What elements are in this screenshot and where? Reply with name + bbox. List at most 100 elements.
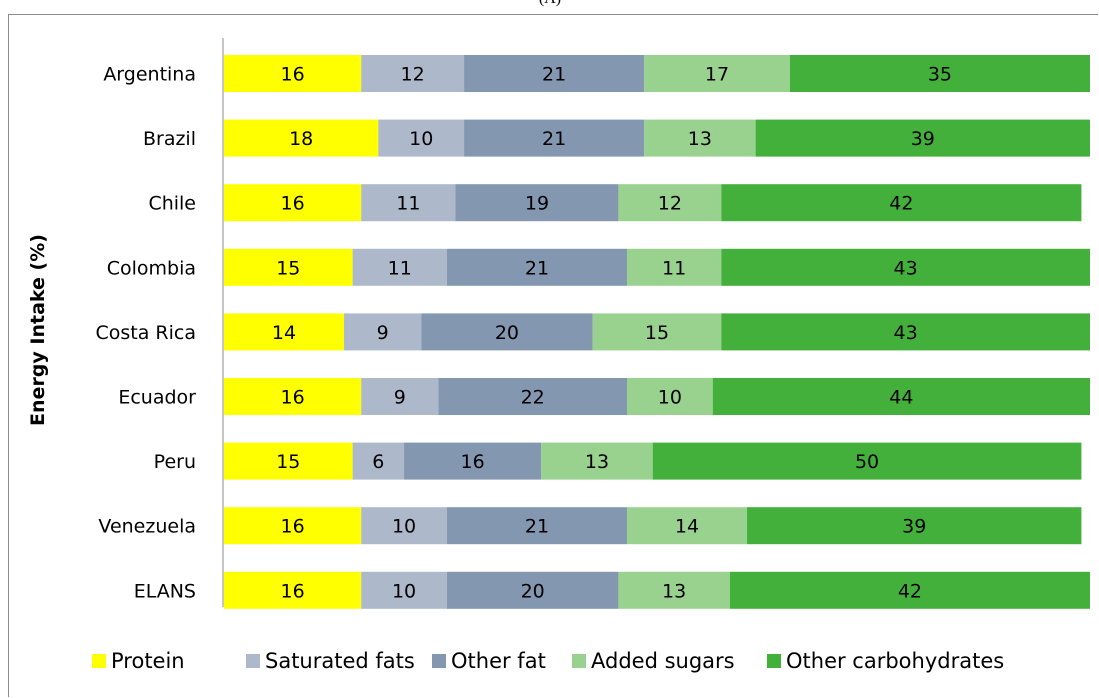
bar-peru-saturated-fats	[352, 442, 405, 480]
data-label-colombia-saturated-fats: 11	[388, 257, 412, 279]
data-label-brazil-other-fat: 21	[542, 128, 566, 150]
data-label-ecuador-other-fat: 22	[521, 387, 545, 409]
legend-swatch-other-carbohydrates	[767, 654, 781, 668]
data-label-ecuador-saturated-fats: 9	[394, 387, 406, 409]
data-label-peru-other-fat: 16	[461, 451, 485, 473]
data-label-argentina-protein: 16	[281, 64, 305, 86]
bar-costa-rica-other-fat	[421, 313, 593, 351]
data-label-peru-added-sugars: 13	[585, 451, 609, 473]
bar-colombia-added-sugars	[626, 248, 722, 286]
data-label-colombia-added-sugars: 11	[662, 257, 686, 279]
bar-chile-other-fat	[455, 184, 619, 222]
data-label-elans-added-sugars: 13	[662, 580, 686, 602]
category-label-venezuela: Venezuela	[98, 516, 196, 538]
data-label-brazil-added-sugars: 13	[688, 128, 712, 150]
data-label-argentina-other-carbohydrates: 35	[928, 64, 952, 86]
data-label-chile-added-sugars: 12	[658, 193, 682, 215]
bar-brazil-other-fat	[464, 119, 645, 157]
data-label-argentina-added-sugars: 17	[705, 64, 729, 86]
data-label-peru-saturated-fats: 6	[372, 451, 384, 473]
bar-ecuador-added-sugars	[626, 378, 713, 415]
bar-elans-added-sugars	[618, 571, 730, 609]
legend-label-protein: Protein	[111, 649, 185, 673]
bar-peru-protein	[224, 442, 353, 480]
data-label-venezuela-protein: 16	[281, 516, 305, 538]
bar-colombia-other-fat	[446, 248, 627, 286]
category-label-colombia: Colombia	[107, 257, 196, 279]
bar-venezuela-protein	[224, 507, 362, 545]
category-label-costa-rica: Costa Rica	[96, 322, 197, 344]
data-label-argentina-other-fat: 21	[542, 64, 566, 86]
data-label-venezuela-other-carbohydrates: 39	[902, 516, 926, 538]
data-label-venezuela-saturated-fats: 10	[392, 516, 416, 538]
data-label-brazil-other-carbohydrates: 39	[911, 128, 935, 150]
data-label-chile-saturated-fats: 11	[396, 193, 420, 215]
data-label-venezuela-other-fat: 21	[525, 516, 549, 538]
bar-peru-other-fat	[404, 442, 542, 480]
data-label-colombia-protein: 15	[276, 257, 300, 279]
data-label-colombia-other-fat: 21	[525, 257, 549, 279]
bar-ecuador-other-fat	[438, 378, 627, 415]
bar-colombia-saturated-fats	[352, 248, 447, 286]
bar-brazil-other-carbohydrates	[755, 119, 1090, 157]
bar-venezuela-other-fat	[446, 507, 627, 545]
data-label-ecuador-other-carbohydrates: 44	[889, 387, 913, 409]
bar-colombia-other-carbohydrates	[721, 248, 1090, 286]
data-label-costa-rica-protein: 14	[272, 322, 296, 344]
data-label-chile-other-fat: 19	[525, 193, 549, 215]
data-label-elans-other-fat: 20	[521, 580, 545, 602]
bar-chile-saturated-fats	[361, 184, 456, 222]
bar-costa-rica-other-carbohydrates	[721, 313, 1090, 351]
category-label-ecuador: Ecuador	[118, 387, 196, 409]
bar-elans-protein	[224, 571, 362, 609]
category-label-brazil: Brazil	[143, 128, 196, 150]
data-label-costa-rica-saturated-fats: 9	[377, 322, 389, 344]
chart-title: (A)	[520, 0, 580, 10]
data-label-chile-protein: 16	[281, 193, 305, 215]
data-label-peru-protein: 15	[276, 451, 300, 473]
bar-colombia-protein	[224, 248, 353, 286]
bar-argentina-other-fat	[464, 55, 645, 92]
bar-argentina-other-carbohydrates	[789, 55, 1090, 92]
chart-frame	[8, 14, 1098, 697]
data-label-ecuador-added-sugars: 10	[658, 387, 682, 409]
bar-elans-saturated-fats	[361, 571, 447, 609]
bar-argentina-saturated-fats	[361, 55, 465, 92]
data-label-elans-saturated-fats: 10	[392, 580, 416, 602]
bar-elans-other-fat	[446, 571, 619, 609]
bar-ecuador-saturated-fats	[361, 378, 439, 415]
bar-argentina-protein	[224, 55, 362, 92]
bar-venezuela-added-sugars	[626, 507, 748, 545]
data-label-costa-rica-other-carbohydrates: 43	[894, 322, 918, 344]
legend-swatch-protein	[92, 654, 106, 668]
bar-peru-other-carbohydrates	[652, 442, 1082, 480]
bars-group: 16 12 21 17 35 18 10 21 13 39 16 11 19 12 42 15 11 21 11 43…	[224, 55, 1090, 609]
legend: Protein Saturated fats Other fat Added suga…	[92, 649, 1004, 673]
category-label-argentina: Argentina	[103, 64, 196, 86]
data-label-colombia-other-carbohydrates: 43	[894, 257, 918, 279]
bar-brazil-protein	[224, 119, 379, 157]
data-label-elans-other-carbohydrates: 42	[898, 580, 922, 602]
legend-label-saturated-fats: Saturated fats	[265, 649, 415, 673]
bar-venezuela-other-carbohydrates	[747, 507, 1082, 545]
bar-brazil-saturated-fats	[378, 119, 465, 157]
legend-label-added-sugars: Added sugars	[591, 649, 735, 673]
data-label-ecuador-protein: 16	[281, 387, 305, 409]
data-label-costa-rica-added-sugars: 15	[645, 322, 669, 344]
bar-chile-protein	[224, 184, 362, 222]
bar-ecuador-other-carbohydrates	[712, 378, 1090, 415]
y-axis-label: Energy Intake (%)	[27, 234, 49, 426]
legend-swatch-saturated-fats	[246, 654, 260, 668]
bar-ecuador-protein	[224, 378, 362, 415]
category-label-elans: ELANS	[134, 580, 196, 602]
legend-label-other-fat: Other fat	[451, 649, 546, 673]
bar-brazil-added-sugars	[644, 119, 756, 157]
bar-argentina-added-sugars	[644, 55, 790, 92]
category-label-peru: Peru	[154, 451, 196, 473]
bar-costa-rica-saturated-fats	[344, 313, 422, 351]
data-label-chile-other-carbohydrates: 42	[889, 193, 913, 215]
data-label-brazil-protein: 18	[289, 128, 313, 150]
data-label-venezuela-added-sugars: 14	[675, 516, 699, 538]
bar-costa-rica-protein	[224, 313, 345, 351]
